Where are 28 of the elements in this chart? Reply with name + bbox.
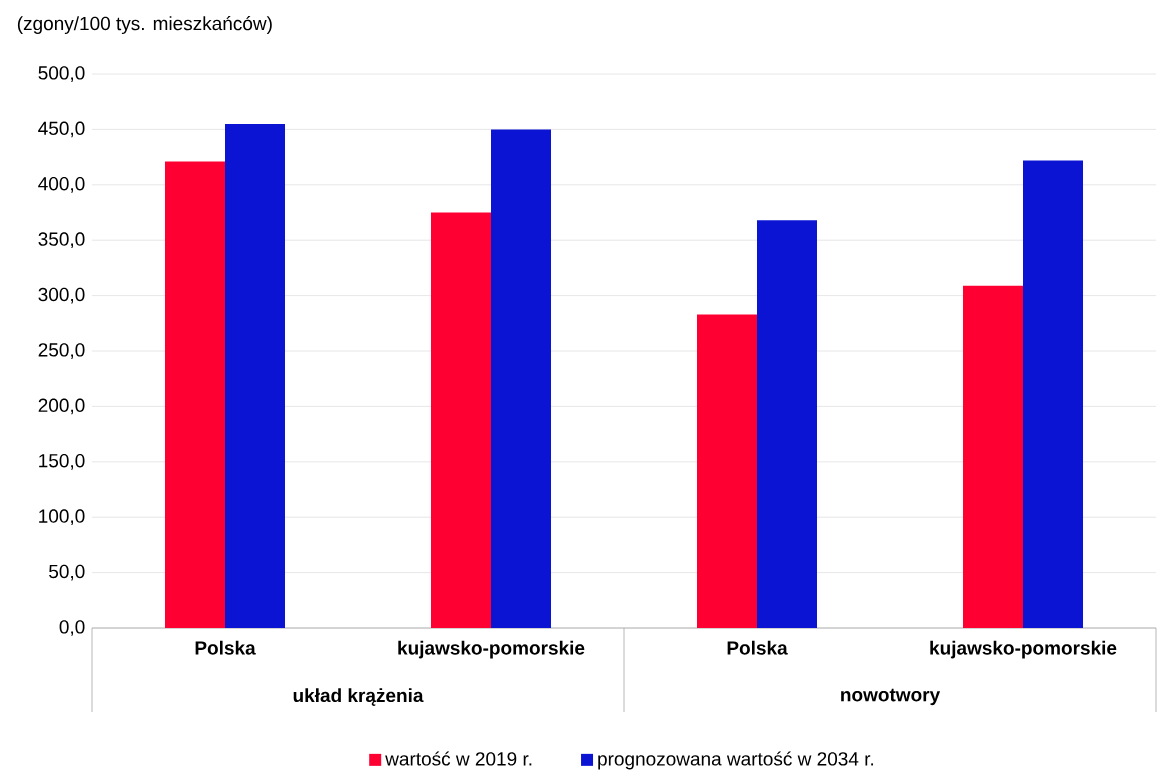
text: nowotwory <box>841 688 941 706</box>
bar <box>963 285 1023 628</box>
x-tick-label: kujawsko-pomorskie <box>398 640 585 659</box>
y-tick-label: 300,0 <box>38 287 85 304</box>
y-tick-label: 500,0 <box>38 66 85 82</box>
y-tick-label: 400,0 <box>38 176 85 193</box>
x-tick-label: kujawsko-pomorskie <box>930 640 1117 659</box>
bar <box>697 314 757 628</box>
x-tick-label: Polska <box>727 640 788 655</box>
bar <box>431 212 492 628</box>
y-axis-title: (zgony/100 tys. mieszkańców) <box>17 15 272 34</box>
y-tick-label: 150,0 <box>39 453 85 470</box>
bar <box>491 129 552 628</box>
bar <box>225 123 285 628</box>
bar <box>165 161 226 628</box>
x-tick-label: Polska <box>195 640 256 655</box>
y-tick-label: 200,0 <box>38 398 85 415</box>
y-tick-label: 350,0 <box>38 232 85 248</box>
bar <box>757 220 818 628</box>
y-tick-label: 450,0 <box>38 121 85 138</box>
bar <box>1023 160 1084 628</box>
y-tick-label: 0,0 <box>59 620 85 636</box>
legend-label: wartość w 2019 r. <box>385 751 532 766</box>
legend-label: prognozowana wartość w 2034 r. <box>598 751 874 770</box>
text: układ krążenia <box>293 688 424 706</box>
y-tick-label: 250,0 <box>38 343 85 359</box>
y-tick-label: 50,0 <box>49 564 85 581</box>
y-tick-label: 100,0 <box>39 509 85 525</box>
